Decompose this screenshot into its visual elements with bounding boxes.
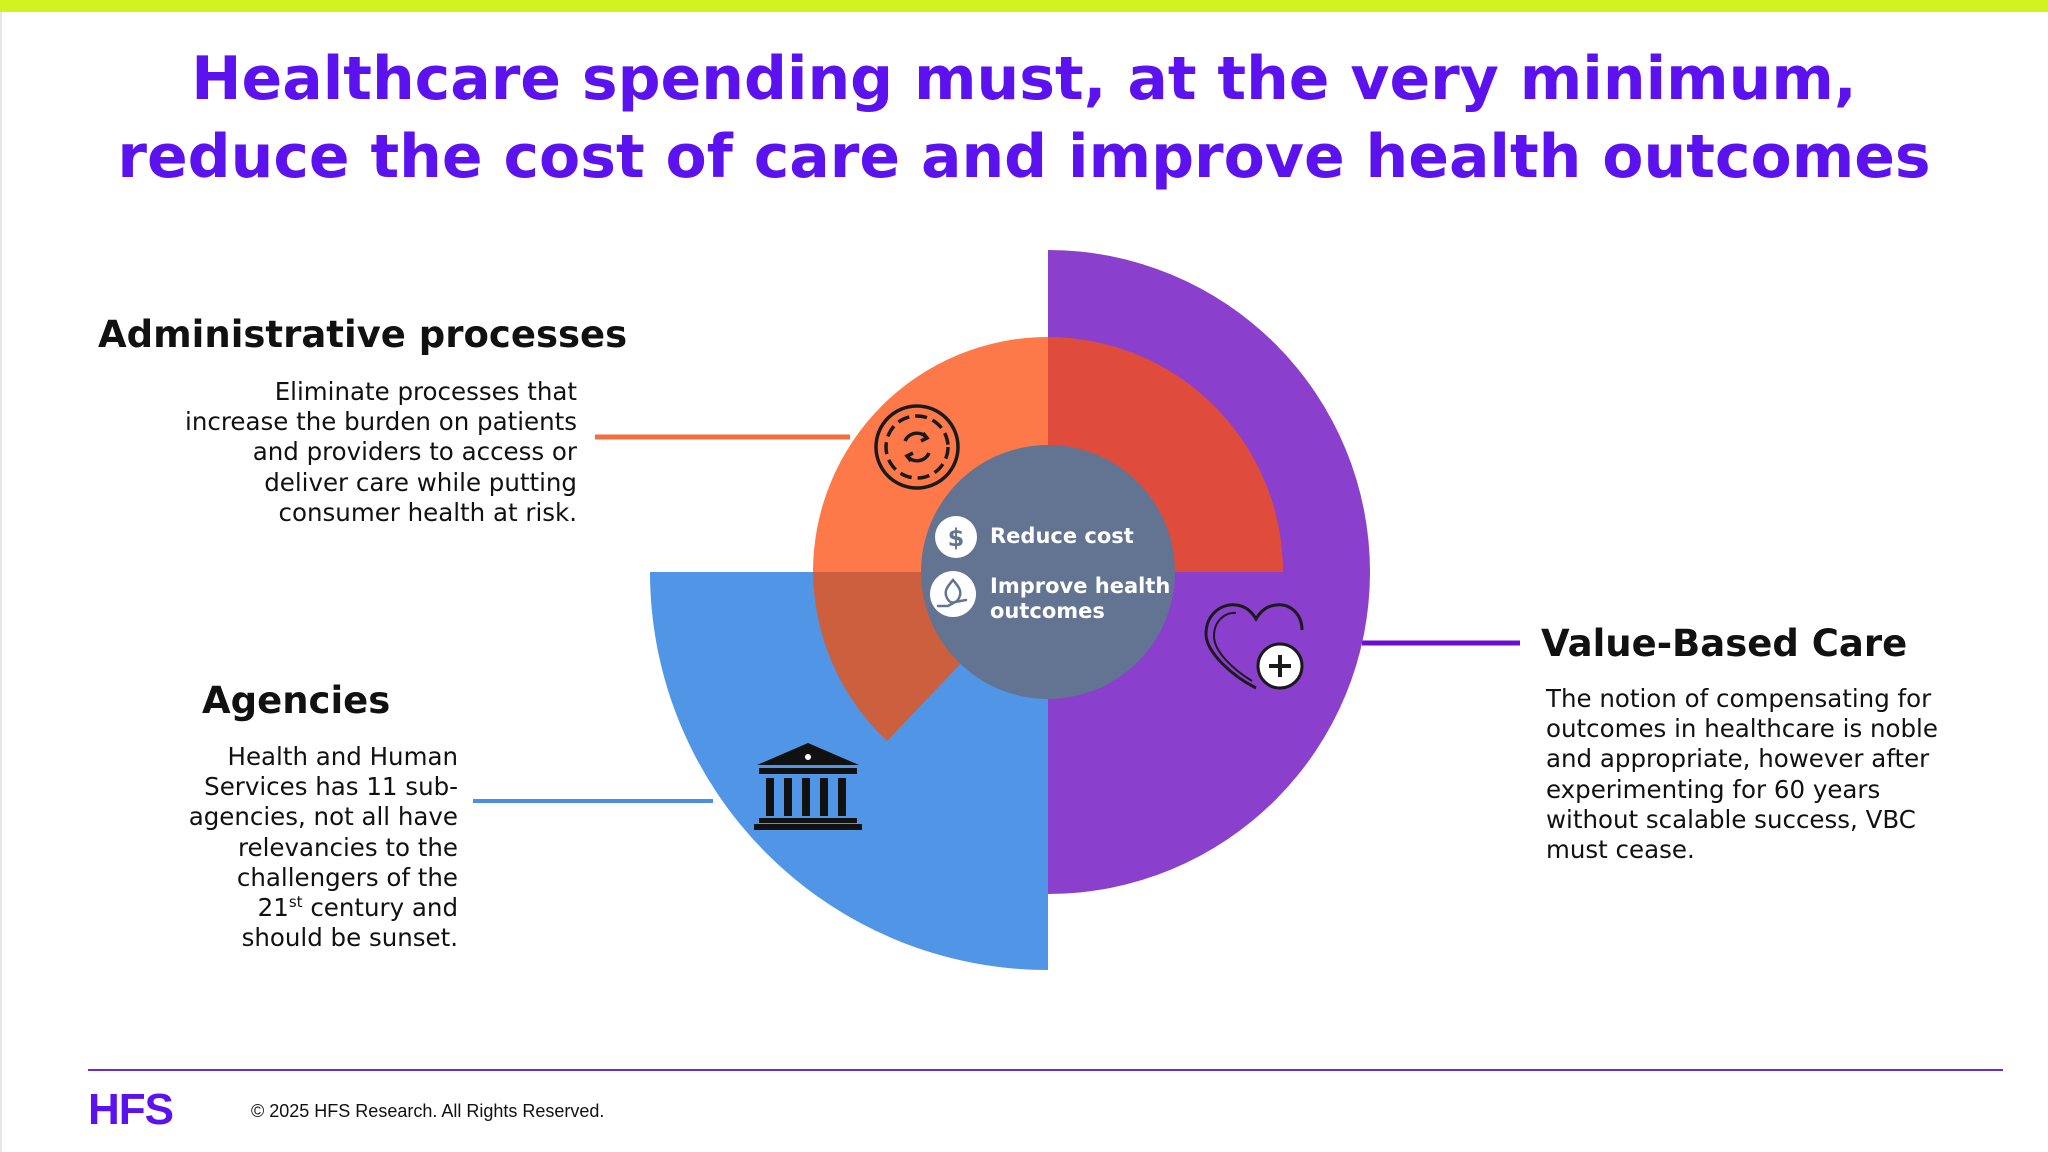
admin-line: deliver care while putting	[264, 467, 577, 497]
vbc-line: The notion of compensating for	[1546, 684, 1932, 713]
agencies-century-line: 21st century and	[189, 893, 458, 923]
dollar-icon: $	[935, 516, 977, 558]
center-circle	[921, 445, 1175, 699]
reduce-cost-text: Reduce cost	[990, 524, 1134, 548]
heart-plus-icon	[1204, 603, 1304, 690]
health-hand-icon	[930, 571, 976, 617]
svg-text:$: $	[948, 524, 965, 552]
page-left-edge	[0, 12, 2, 1152]
agencies-description: Health and Human Services has 11 sub- ag…	[189, 742, 458, 953]
title-line-2: reduce the cost of care and improve heal…	[117, 122, 1931, 192]
agencies-line: relevancies to the	[237, 832, 458, 862]
improve-health-line-2: outcomes	[990, 599, 1105, 623]
agencies-line: Health and Human	[227, 742, 458, 771]
agencies-heading: Agencies	[202, 679, 391, 722]
century-number: 21	[257, 893, 289, 923]
improve-health-line-1: Improve health	[990, 574, 1171, 598]
improve-health-label: Improve health outcomes	[990, 574, 1170, 624]
century-suffix: st	[288, 892, 303, 911]
admin-line: and providers to access or	[252, 437, 577, 467]
century-rest: century and	[302, 893, 458, 923]
agencies-line: challengers of the	[236, 862, 458, 892]
vbc-line: outcomes in healthcare is noble	[1546, 714, 1938, 744]
vbc-description: The notion of compensating for outcomes …	[1546, 684, 1938, 865]
vbc-line: must cease.	[1546, 835, 1695, 865]
admin-line: Eliminate processes that	[274, 377, 577, 406]
admin-line: consumer health at risk.	[278, 497, 577, 527]
vbc-line: experimenting for 60 years	[1546, 774, 1881, 804]
admin-description: Eliminate processes that increase the bu…	[185, 377, 577, 528]
admin-heading: Administrative processes	[98, 313, 628, 356]
gear-cycle-icon	[874, 404, 960, 490]
title-line-1: Healthcare spending must, at the very mi…	[191, 44, 1857, 114]
vbc-line: and appropriate, however after	[1546, 744, 1930, 774]
footer-divider	[88, 1069, 2003, 1071]
hfs-logo: HFS	[88, 1085, 174, 1134]
accent-top-bar	[0, 0, 2048, 12]
reduce-cost-label: Reduce cost	[990, 524, 1134, 549]
vbc-line: without scalable success, VBC	[1546, 804, 1916, 834]
agencies-line: agencies, not all have	[188, 802, 458, 832]
agencies-line: should be sunset.	[241, 923, 458, 953]
agencies-line: Services has 11 sub-	[204, 772, 458, 802]
government-building-icon	[754, 743, 862, 830]
copyright-text: © 2025 HFS Research. All Rights Reserved…	[251, 1101, 605, 1121]
admin-line: increase the burden on patients	[185, 407, 577, 437]
vbc-heading: Value-Based Care	[1541, 622, 1908, 665]
page-title: Healthcare spending must, at the very mi…	[0, 40, 2048, 196]
